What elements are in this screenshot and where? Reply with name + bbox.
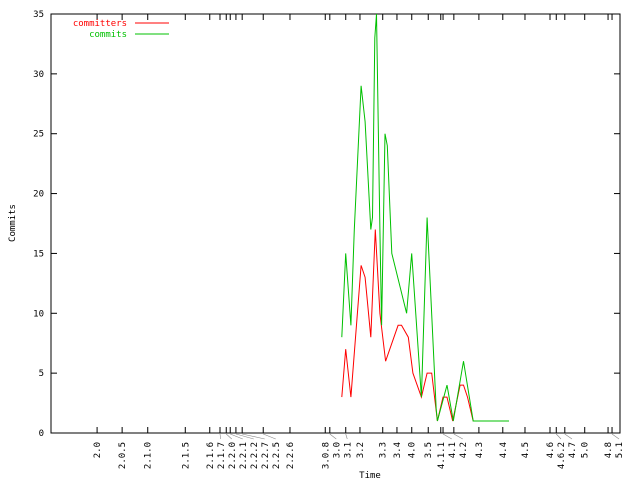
x-tick-label: 4.8 [604,442,614,458]
y-tick-label: 30 [33,70,44,80]
x-tick-leader [442,433,452,440]
x-tick-leader [242,433,265,440]
x-tick-label: 5.1 [615,442,625,458]
x-tick-leader [263,433,276,440]
x-tick-label: 3.3 [379,442,389,458]
x-tick-label: 2.2.5 [272,442,282,469]
x-tick-label: 4.0 [408,442,418,458]
x-tick-leader [230,433,243,440]
x-tick-label: 5.0 [581,442,591,458]
y-axis-label: Commits [8,204,18,242]
y-tick-label: 15 [33,249,44,259]
x-tick-label: 4.6 [546,442,556,458]
x-tick-label: 4.3 [475,442,485,458]
x-tick-label: 3.5 [424,442,434,458]
x-tick-leader [564,433,573,440]
y-tick-label: 0 [39,429,44,439]
x-tick-label: 4.7 [568,442,578,458]
legend-label-committers: committers [73,19,127,29]
x-tick-leader [611,433,620,440]
x-tick-label: 3.0 [332,442,342,458]
x-tick-leader [329,433,337,440]
x-tick-label: 4.2 [459,442,469,458]
series-lines [341,13,509,422]
y-tick-label: 5 [39,369,44,379]
x-tick-label: 3.0.8 [321,442,331,469]
x-tick-leader [226,433,232,440]
x-tick-leader [235,433,254,440]
x-tick-label: 2.0.5 [118,442,128,469]
x-tick-leader [219,433,222,440]
x-tick-leader [453,433,463,440]
y-tick-label: 25 [33,130,44,140]
y-tick-label: 35 [33,10,44,20]
y-tick-label: 20 [33,190,44,200]
x-tick-label: 2.2.0 [228,442,238,469]
x-axis: 2.0 2.0.5 2.1.0 2.1.5 2.1.6 2.1.7 2.2.0 2.2.1 2.… [93,14,625,469]
x-tick-label: 3.2 [356,442,366,458]
x-tick-label: 4.5 [521,442,531,458]
y-axis: 0 5 10 15 20 25 30 35 [33,10,620,439]
x-tick-label: 2.1.0 [144,442,154,469]
x-tick-leader [345,433,348,440]
legend-label-commits: commits [89,30,127,40]
x-tick-label: 2.2.2 [250,442,260,469]
x-tick-label: 4.1 [448,442,458,458]
x-tick-label: 3.1 [343,442,353,458]
x-tick-label: 3.4 [393,442,403,458]
plot-frame [50,13,621,434]
x-tick-label: 2.1.5 [181,442,191,469]
x-tick-leader [556,433,562,440]
y-tick-label: 10 [33,309,44,319]
x-tick-label: 2.2.1 [239,442,249,469]
x-tick-label: 4.6.2 [557,442,567,469]
series-line-commits [341,13,509,422]
x-tick-label: 2.2.6 [286,442,296,469]
x-axis-label: Time [359,471,381,480]
x-tick-label: 2.1.6 [206,442,216,469]
x-tick-label: 4.4 [499,442,509,458]
x-tick-label: 2.0 [93,442,103,458]
x-tick-label: 4.1.1 [437,442,447,469]
x-tick-label: 2.2.7 [261,442,271,469]
x-tick-label: 2.1.7 [217,442,227,469]
series-line-committers [341,229,509,422]
